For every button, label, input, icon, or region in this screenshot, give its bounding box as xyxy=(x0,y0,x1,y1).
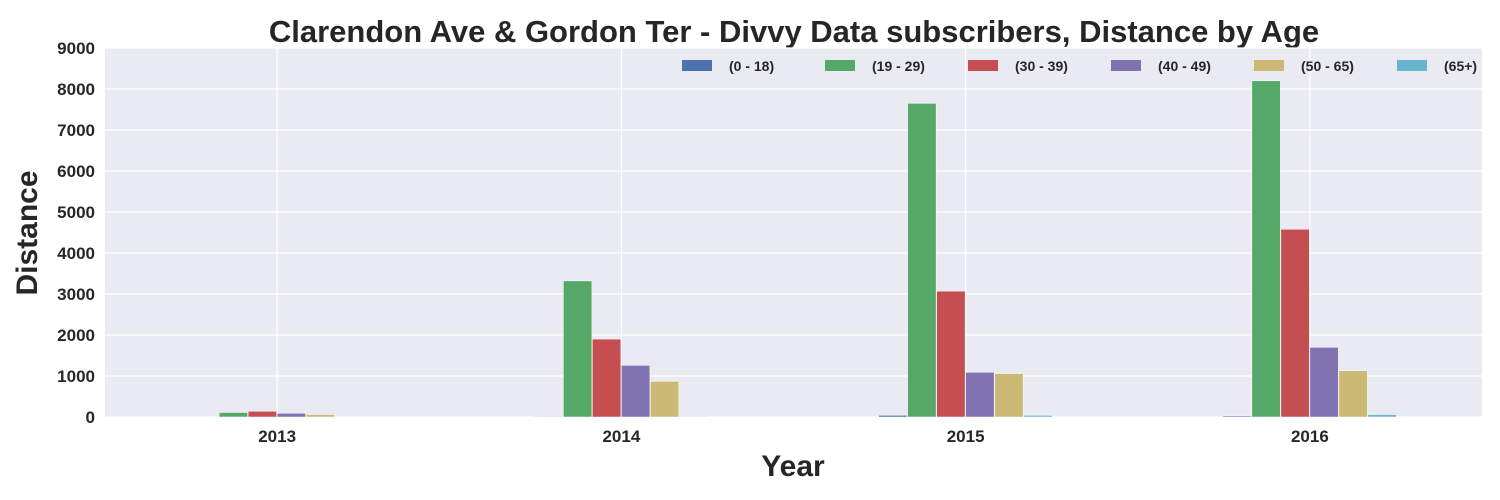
chart-title: Clarendon Ave & Gordon Ter - Divvy Data … xyxy=(269,14,1319,49)
y-tick-label: 2000 xyxy=(57,326,95,345)
y-tick-label: 9000 xyxy=(57,39,95,58)
legend-label: (65+) xyxy=(1444,58,1477,74)
grid xyxy=(105,47,1482,418)
legend-label: (40 - 49) xyxy=(1158,58,1211,74)
bar-40-49-2013 xyxy=(276,413,306,418)
legend-swatch xyxy=(682,60,712,71)
bar-65+-2015 xyxy=(1023,415,1053,418)
x-axis-label: Year xyxy=(761,450,825,483)
bar-30-39-2014 xyxy=(592,338,622,418)
bar-19-29-2015 xyxy=(907,103,937,418)
bar-50-65-2015 xyxy=(994,373,1024,418)
bar-40-49-2015 xyxy=(965,372,995,418)
bar-50-65-2013 xyxy=(305,414,335,418)
y-tick-label: 1000 xyxy=(57,367,95,386)
y-axis-ticks: 0 1000 2000 3000 4000 5000 6000 7000 8000 9000 xyxy=(57,39,95,427)
bar-30-39-2015 xyxy=(936,290,966,418)
y-tick-label: 6000 xyxy=(57,162,95,181)
legend-swatch xyxy=(1111,60,1141,71)
y-tick-label: 5000 xyxy=(57,203,95,222)
legend-swatch xyxy=(1254,60,1284,71)
legend-label: (30 - 39) xyxy=(1015,58,1068,74)
y-tick-label: 4000 xyxy=(57,244,95,263)
y-tick-label: 0 xyxy=(86,408,95,427)
x-tick-label: 2014 xyxy=(602,427,640,446)
bar-0-18-2014 xyxy=(534,416,564,418)
bar-65+-2014 xyxy=(679,416,709,418)
bar-50-65-2014 xyxy=(650,381,680,418)
bar-40-49-2014 xyxy=(621,365,651,418)
legend: (0 - 18) (19 - 29) (30 - 39) (40 - 49) (50 -… xyxy=(682,58,1477,74)
y-tick-label: 7000 xyxy=(57,121,95,140)
bar-30-39-2016 xyxy=(1280,228,1310,418)
bar-0-18-2016 xyxy=(1222,415,1252,418)
bar-0-18-2015 xyxy=(878,415,908,418)
y-axis-label: Distance xyxy=(11,170,44,295)
bar-19-29-2014 xyxy=(563,280,593,418)
y-tick-label: 3000 xyxy=(57,285,95,304)
bar-40-49-2016 xyxy=(1309,347,1339,418)
bar-30-39-2013 xyxy=(247,411,277,418)
x-tick-label: 2015 xyxy=(947,427,985,446)
bar-65+-2016 xyxy=(1367,414,1397,418)
legend-swatch xyxy=(1397,60,1427,71)
x-tick-label: 2013 xyxy=(258,427,296,446)
bars xyxy=(218,80,1397,418)
bar-19-29-2016 xyxy=(1251,80,1281,418)
x-tick-label: 2016 xyxy=(1291,427,1329,446)
legend-swatch xyxy=(968,60,998,71)
bar-19-29-2013 xyxy=(218,412,248,418)
x-axis-ticks: 2013 2014 2015 2016 xyxy=(258,427,1329,446)
legend-swatch xyxy=(825,60,855,71)
legend-label: (19 - 29) xyxy=(872,58,925,74)
y-tick-label: 8000 xyxy=(57,80,95,99)
legend-label: (50 - 65) xyxy=(1301,58,1354,74)
bar-50-65-2016 xyxy=(1338,370,1368,418)
legend-label: (0 - 18) xyxy=(729,58,774,74)
